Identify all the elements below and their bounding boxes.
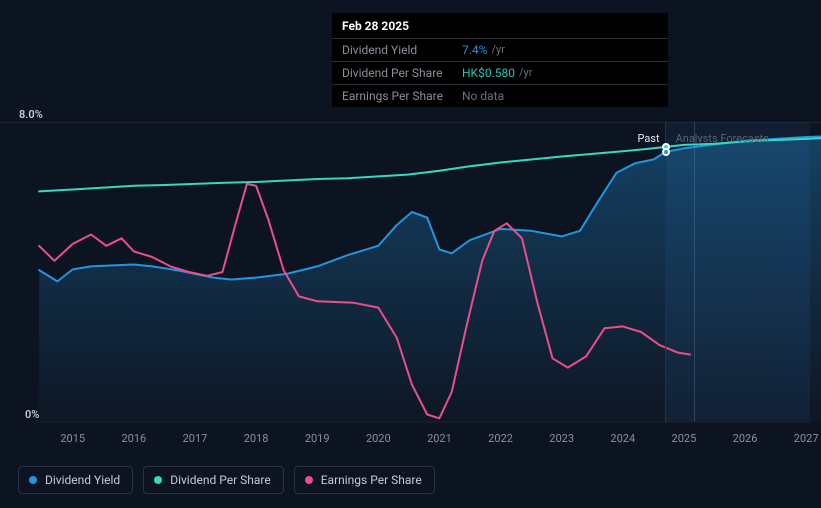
chart-legend: Dividend Yield Dividend Per Share Earnings… bbox=[18, 466, 435, 494]
series-marker bbox=[662, 148, 670, 156]
x-tick: 2022 bbox=[488, 432, 513, 445]
legend-item[interactable]: Dividend Per Share bbox=[143, 466, 284, 494]
tooltip-row: Dividend Yield7.4% /yr bbox=[332, 38, 668, 61]
x-tick: 2023 bbox=[549, 432, 574, 445]
x-tick: 2025 bbox=[672, 432, 697, 445]
legend-item[interactable]: Dividend Yield bbox=[18, 466, 133, 494]
x-tick: 2026 bbox=[733, 432, 758, 445]
chart-plot-area[interactable]: Past Analysts Forecasts bbox=[42, 122, 810, 422]
tooltip-row: Earnings Per ShareNo data bbox=[332, 84, 668, 107]
tooltip-row-value: No data bbox=[462, 89, 504, 103]
legend-item[interactable]: Earnings Per Share bbox=[294, 466, 435, 494]
x-tick: 2021 bbox=[427, 432, 452, 445]
x-tick: 2024 bbox=[610, 432, 635, 445]
x-tick: 2019 bbox=[305, 432, 330, 445]
legend-dot-icon bbox=[29, 476, 37, 484]
tooltip-date: Feb 28 2025 bbox=[332, 13, 668, 38]
x-tick: 2018 bbox=[244, 432, 269, 445]
forecast-label: Analysts Forecasts bbox=[676, 132, 769, 145]
tooltip-row-label: Earnings Per Share bbox=[342, 89, 462, 103]
legend-dot-icon bbox=[154, 476, 162, 484]
tooltip-row-suffix: /yr bbox=[491, 43, 504, 57]
tooltip-row-value: HK$0.580 bbox=[462, 66, 515, 80]
past-label: Past bbox=[42, 132, 660, 145]
x-tick: 2027 bbox=[794, 432, 819, 445]
x-tick: 2016 bbox=[121, 432, 146, 445]
x-tick: 2015 bbox=[60, 432, 85, 445]
legend-label: Earnings Per Share bbox=[321, 473, 422, 487]
tooltip-row-value: 7.4% bbox=[462, 43, 487, 57]
tooltip-row: Dividend Per ShareHK$0.580/yr bbox=[332, 61, 668, 84]
y-axis-min-label: 0% bbox=[25, 408, 39, 421]
legend-dot-icon bbox=[305, 476, 313, 484]
tooltip-row-suffix: /yr bbox=[519, 66, 532, 80]
y-axis-max-label: 8.0% bbox=[19, 108, 43, 121]
chart-svg bbox=[42, 122, 810, 422]
chart-tooltip: Feb 28 2025Dividend Yield7.4%/yrDividend… bbox=[332, 13, 668, 107]
tooltip-row-label: Dividend Per Share bbox=[342, 66, 462, 80]
legend-label: Dividend Yield bbox=[45, 473, 120, 487]
tooltip-row-label: Dividend Yield bbox=[342, 43, 462, 57]
x-tick: 2020 bbox=[366, 432, 391, 445]
legend-label: Dividend Per Share bbox=[170, 473, 271, 487]
x-tick: 2017 bbox=[183, 432, 208, 445]
